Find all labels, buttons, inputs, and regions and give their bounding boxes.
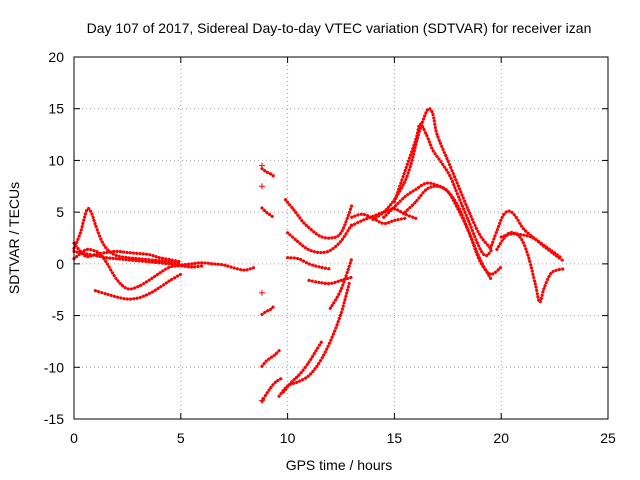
series-track-k bbox=[283, 198, 354, 240]
series-track-u bbox=[392, 122, 495, 258]
x-axis-label: GPS time / hours bbox=[286, 457, 393, 473]
axis-ticks: 0 5 10 15 20 25 -15 -10 -5 0 5 10 15 20 bbox=[44, 49, 616, 446]
x-tick-label: 15 bbox=[387, 430, 403, 446]
series-track-c bbox=[72, 206, 183, 265]
isolated-plus-marker bbox=[258, 162, 265, 169]
series-track-p bbox=[281, 339, 324, 394]
y-tick-label: 10 bbox=[48, 152, 64, 168]
x-tick-label: 5 bbox=[177, 430, 185, 446]
series-track-f bbox=[260, 167, 277, 179]
series-track-v bbox=[382, 181, 503, 276]
y-tick-label: 5 bbox=[56, 204, 64, 220]
y-tick-label: -10 bbox=[44, 359, 64, 375]
series-track-h bbox=[260, 303, 277, 317]
y-tick-label: -15 bbox=[44, 411, 64, 427]
grid-lines bbox=[74, 57, 608, 419]
series-track-l bbox=[286, 223, 354, 255]
x-tick-label: 25 bbox=[600, 430, 616, 446]
series-track-y bbox=[495, 230, 565, 304]
isolated-plus-marker bbox=[258, 183, 265, 190]
y-axis-label: SDTVAR / TECUs bbox=[6, 182, 22, 294]
series-track-e bbox=[72, 241, 183, 264]
y-tick-label: 20 bbox=[48, 49, 64, 65]
series-track-m bbox=[286, 256, 332, 271]
x-tick-label: 10 bbox=[280, 430, 296, 446]
series-track-d bbox=[93, 272, 183, 301]
series-track-q bbox=[328, 257, 354, 310]
series-track-j bbox=[260, 376, 285, 403]
x-tick-label: 20 bbox=[493, 430, 509, 446]
series-track-g bbox=[260, 206, 277, 220]
series-track-w bbox=[403, 184, 493, 280]
series-track-a bbox=[72, 249, 258, 272]
chart-title: Day 107 of 2017, Sidereal Day-to-day VTE… bbox=[87, 20, 592, 36]
series-track-i bbox=[260, 349, 281, 368]
y-tick-label: 0 bbox=[56, 256, 64, 272]
isolated-plus-marker bbox=[258, 289, 265, 296]
plot-frame bbox=[73, 56, 609, 420]
data-layer bbox=[72, 107, 565, 404]
y-tick-label: 15 bbox=[48, 101, 64, 117]
series-track-t bbox=[371, 107, 493, 250]
series-track-s bbox=[350, 212, 407, 226]
series-track-o bbox=[277, 280, 352, 398]
x-tick-label: 0 bbox=[70, 430, 78, 446]
y-tick-label: -5 bbox=[52, 308, 65, 324]
series-track-z bbox=[499, 232, 565, 263]
isolated-plus-marker bbox=[258, 397, 265, 404]
series-track-b bbox=[72, 247, 204, 291]
